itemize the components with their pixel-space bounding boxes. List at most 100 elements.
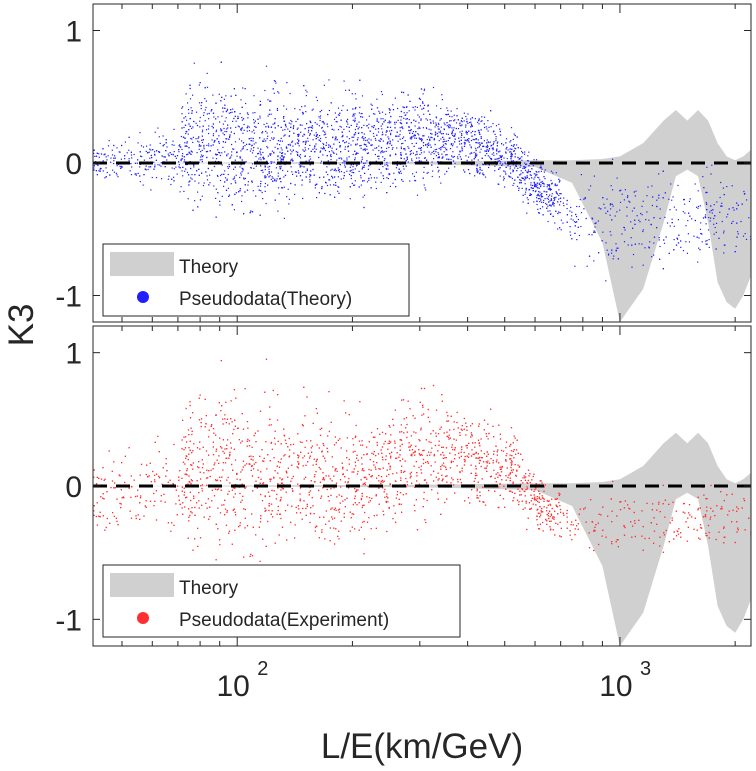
scatter-point — [378, 155, 380, 157]
scatter-point — [401, 179, 403, 181]
scatter-point — [304, 128, 306, 130]
scatter-point — [677, 242, 680, 244]
scatter-point — [253, 132, 255, 134]
scatter-point — [626, 196, 629, 198]
scatter-point — [242, 169, 244, 171]
scatter-point — [529, 193, 531, 195]
scatter-point — [451, 131, 453, 133]
scatter-point — [206, 144, 208, 146]
scatter-point — [310, 170, 312, 172]
scatter-point — [124, 141, 126, 143]
scatter-point — [387, 178, 389, 180]
scatter-point — [225, 189, 228, 191]
scatter-point — [232, 148, 234, 150]
scatter-point — [396, 147, 398, 149]
scatter-point — [530, 174, 532, 176]
scatter-point — [482, 145, 484, 148]
scatter-point — [535, 184, 537, 186]
scatter-point — [312, 139, 314, 141]
scatter-point — [382, 133, 384, 135]
scatter-point — [388, 120, 390, 122]
scatter-point — [333, 143, 335, 145]
scatter-point — [430, 129, 432, 131]
scatter-point — [228, 164, 230, 166]
scatter-point — [233, 177, 235, 180]
scatter-point — [134, 162, 137, 164]
scatter-point — [337, 107, 340, 109]
scatter-point — [445, 140, 447, 142]
scatter-point — [535, 175, 537, 177]
scatter-point — [357, 152, 359, 154]
y-tick-label-top: -1 — [55, 281, 82, 314]
scatter-point — [648, 219, 650, 221]
scatter-point — [266, 160, 268, 162]
scatter-point — [525, 177, 527, 179]
scatter-point — [499, 175, 501, 177]
scatter-point — [422, 93, 424, 95]
scatter-point — [576, 239, 578, 241]
scatter-point — [518, 187, 520, 189]
scatter-point — [736, 208, 738, 210]
scatter-point — [370, 187, 372, 189]
scatter-point — [191, 127, 193, 129]
scatter-point — [701, 241, 703, 243]
scatter-point — [465, 126, 467, 128]
scatter-point — [510, 160, 513, 162]
scatter-point — [668, 252, 670, 254]
scatter-point — [350, 177, 352, 180]
scatter-point — [381, 131, 384, 133]
scatter-point — [257, 122, 259, 124]
scatter-point — [331, 168, 333, 170]
scatter-point — [474, 156, 476, 158]
scatter-point — [290, 166, 292, 168]
scatter-point — [447, 113, 449, 115]
scatter-point — [380, 138, 383, 140]
scatter-point — [263, 123, 265, 126]
scatter-point — [377, 155, 379, 157]
scatter-point — [288, 203, 290, 205]
scatter-point — [270, 161, 272, 163]
scatter-point — [219, 152, 221, 154]
scatter-point — [490, 126, 492, 128]
scatter-point — [544, 198, 546, 200]
scatter-point — [737, 231, 739, 233]
scatter-point — [338, 171, 340, 173]
scatter-point — [294, 143, 296, 145]
scatter-point — [537, 176, 539, 178]
scatter-point — [546, 186, 548, 188]
scatter-point — [439, 119, 441, 121]
scatter-point — [347, 146, 349, 148]
scatter-point — [478, 142, 480, 144]
scatter-point — [632, 253, 635, 256]
scatter-point — [222, 111, 224, 113]
scatter-point — [262, 198, 264, 200]
scatter-point — [343, 172, 345, 174]
scatter-point — [723, 230, 725, 232]
scatter-point — [215, 118, 217, 120]
scatter-point — [140, 145, 143, 147]
scatter-point — [305, 142, 307, 144]
scatter-point — [110, 157, 112, 159]
scatter-point — [558, 211, 560, 213]
scatter-point — [480, 142, 483, 144]
scatter-point — [358, 112, 360, 114]
scatter-point — [366, 125, 368, 127]
scatter-point — [420, 119, 422, 121]
scatter-point — [231, 151, 233, 153]
scatter-point — [201, 149, 203, 151]
scatter-point — [248, 130, 251, 132]
scatter-point — [334, 196, 336, 198]
scatter-point — [393, 172, 395, 174]
scatter-point — [713, 233, 715, 235]
scatter-point — [403, 112, 405, 114]
scatter-point — [128, 160, 130, 162]
scatter-point — [549, 194, 551, 196]
scatter-point — [287, 150, 289, 152]
scatter-point — [580, 174, 582, 176]
scatter-point — [261, 132, 263, 134]
scatter-point — [386, 130, 388, 132]
scatter-point — [239, 188, 241, 190]
scatter-point — [159, 164, 161, 166]
scatter-point — [612, 158, 614, 160]
scatter-point — [121, 166, 123, 168]
